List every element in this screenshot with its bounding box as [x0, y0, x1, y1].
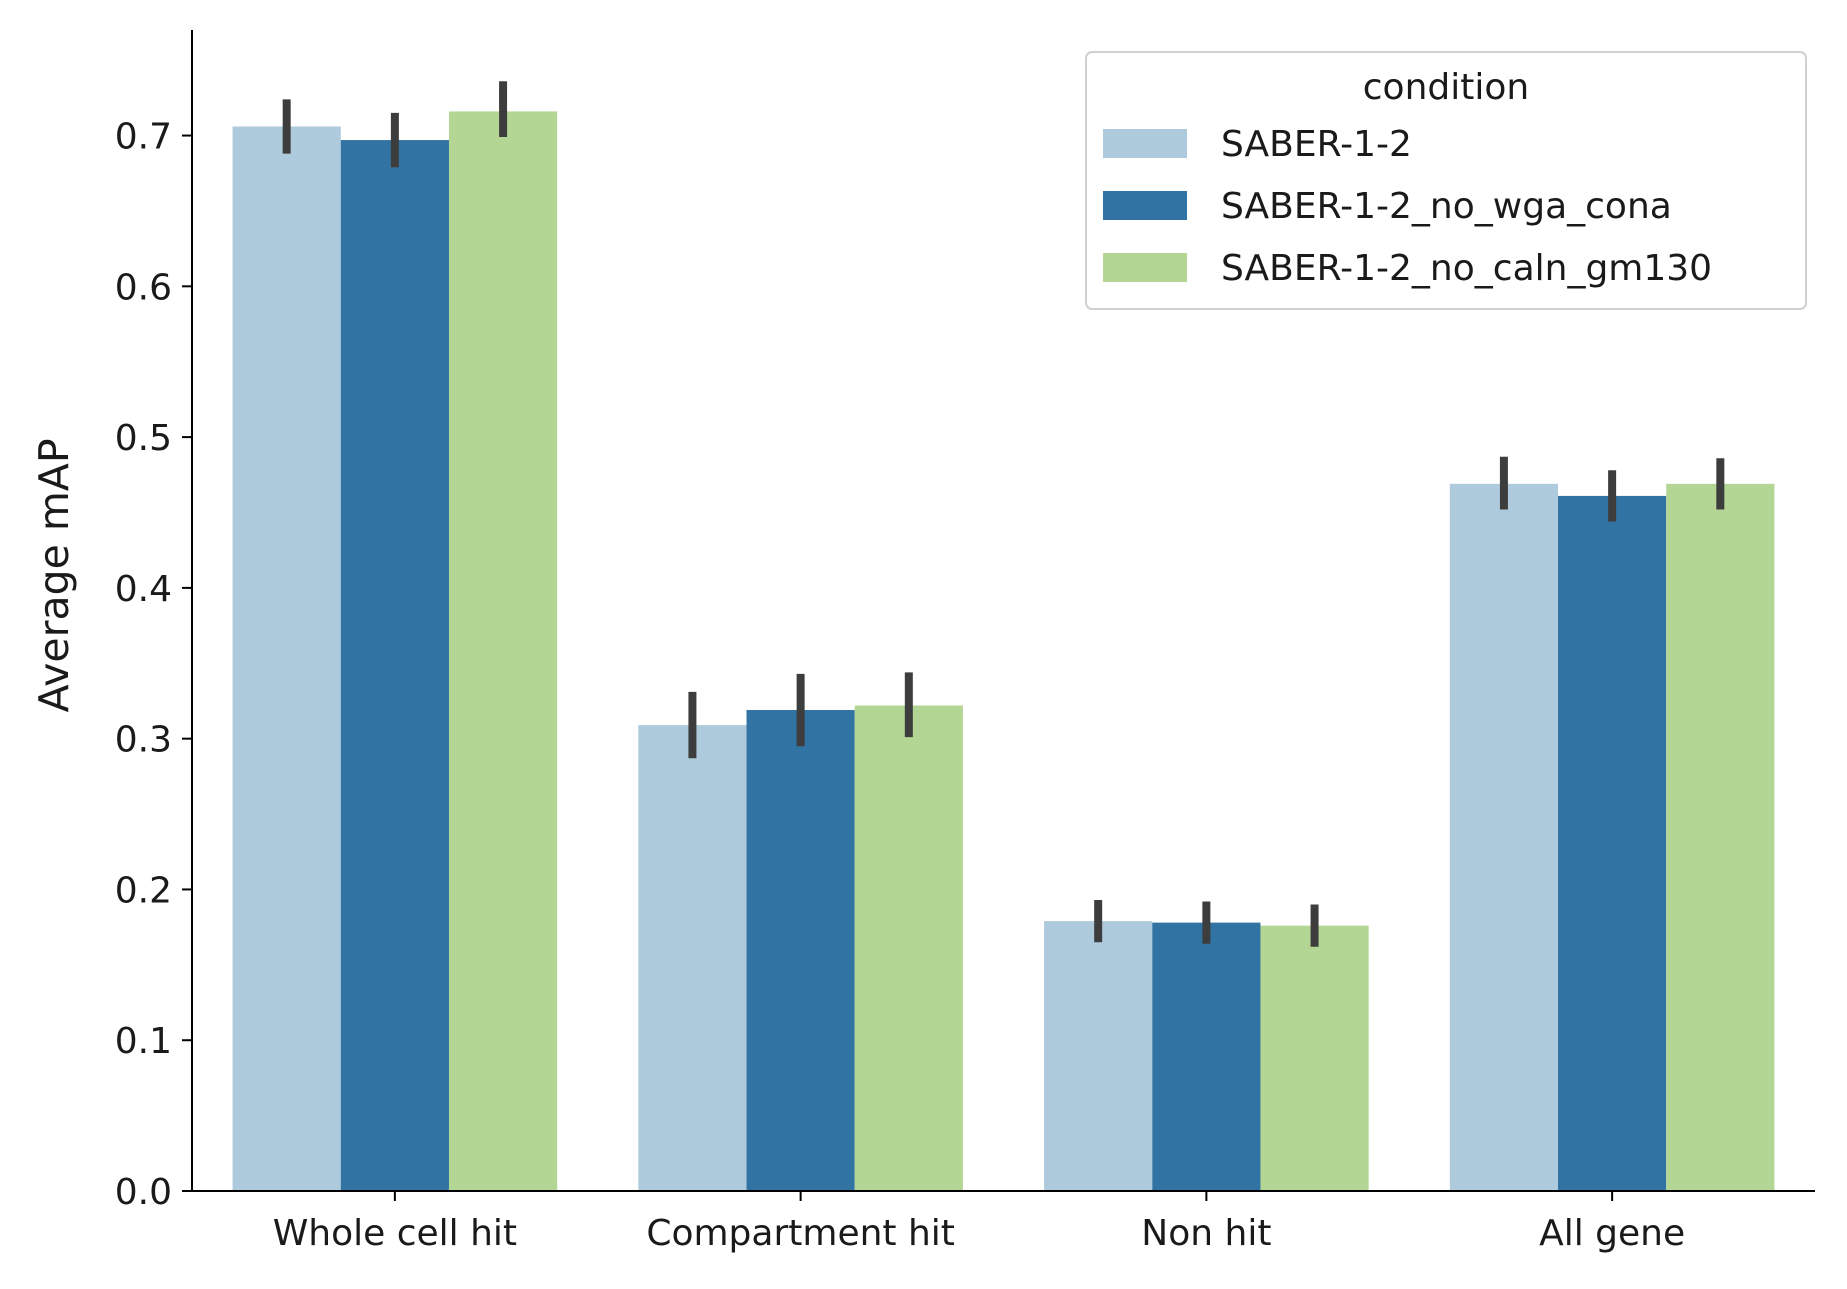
y-tick-label: 0.7 — [115, 117, 172, 158]
y-tick-label: 0.1 — [115, 1021, 172, 1062]
x-tick-label: All gene — [1539, 1213, 1685, 1254]
legend-label: SABER-1-2_no_caln_gm130 — [1221, 248, 1712, 289]
legend: condition SABER-1-2 SABER-1-2_no_wga_cona S… — [1085, 51, 1807, 310]
legend-swatch — [1103, 191, 1187, 220]
bar-3-3 — [1260, 925, 1369, 1191]
legend-label: SABER-1-2 — [1221, 124, 1412, 165]
x-tick-label: Whole cell hit — [273, 1213, 517, 1254]
y-tick-label: 0.0 — [115, 1172, 172, 1213]
bar-2-4 — [1558, 495, 1667, 1191]
bar-1-2 — [638, 725, 747, 1191]
legend-label: SABER-1-2_no_wga_cona — [1221, 186, 1672, 227]
y-axis-title: Average mAP — [30, 438, 78, 712]
y-tick-label: 0.6 — [115, 267, 172, 308]
x-tick-label: Compartment hit — [646, 1213, 955, 1254]
error-bars-layer — [282, 81, 1725, 947]
y-tick-label: 0.5 — [115, 418, 172, 459]
y-tick-label: 0.3 — [115, 720, 172, 761]
bar-3-4 — [1666, 483, 1775, 1191]
bars-layer — [232, 111, 1775, 1192]
legend-title: condition — [1363, 67, 1529, 108]
bar-1-3 — [1044, 921, 1153, 1191]
axes-layer: Whole cell hit Compartment hit Non hit All … — [30, 30, 1815, 1254]
legend-box — [1085, 51, 1807, 310]
bar-2-2 — [746, 710, 855, 1191]
legend-swatch — [1103, 129, 1187, 158]
bar-2-3 — [1152, 922, 1261, 1191]
x-tick-label: Non hit — [1141, 1213, 1271, 1254]
y-tick-label: 0.2 — [115, 870, 172, 911]
bar-2-1 — [340, 140, 449, 1191]
legend-swatch — [1103, 253, 1187, 282]
bar-1-1 — [232, 126, 341, 1192]
bar-3-1 — [448, 111, 558, 1191]
bar-1-4 — [1449, 483, 1559, 1191]
bar-3-2 — [854, 705, 963, 1191]
y-tick-label: 0.4 — [115, 569, 172, 610]
